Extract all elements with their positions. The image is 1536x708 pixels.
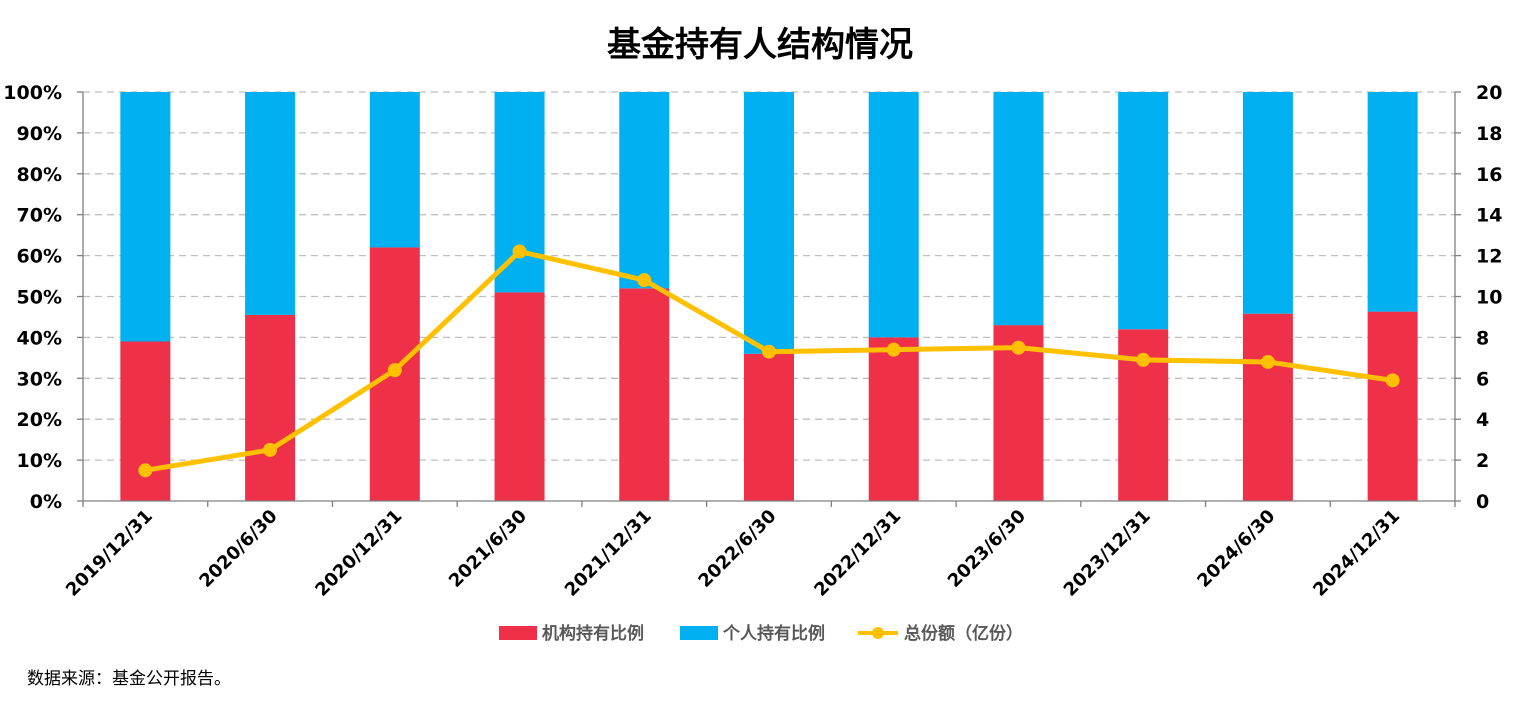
- institutional-bar: [1367, 311, 1418, 501]
- total-shares-point: [1260, 354, 1275, 369]
- left-tick-label: 0%: [30, 491, 62, 513]
- total-shares-point: [1011, 340, 1026, 355]
- left-tick-label: 30%: [17, 368, 62, 390]
- right-axis-ticks: 0 2 4 6 8 10 12 14 16 18 20: [1476, 82, 1502, 513]
- legend-label-institutional: 机构持有比例: [542, 623, 644, 644]
- right-tick-label: 8: [1476, 327, 1489, 349]
- legend-swatch-individual: [680, 626, 718, 640]
- x-tick-label: 2022/12/31: [810, 506, 905, 601]
- x-tick-label: 2020/12/31: [311, 506, 406, 601]
- institutional-bar: [868, 337, 919, 501]
- individual-bar: [369, 92, 420, 248]
- right-tick-label: 10: [1476, 287, 1502, 309]
- individual-bar: [868, 92, 919, 338]
- right-tick-label: 16: [1476, 164, 1502, 186]
- left-tick-label: 50%: [17, 287, 62, 309]
- left-tick-label: 100%: [3, 82, 62, 104]
- total-shares-point: [1136, 352, 1151, 367]
- x-tick-label: 2023/12/31: [1060, 506, 1155, 601]
- left-tick-label: 20%: [17, 409, 62, 431]
- x-tick-label: 2023/6/30: [944, 506, 1030, 592]
- left-axis-ticks: 0% 10% 20% 30% 40% 50% 60% 70% 80% 90% 100%: [3, 82, 62, 513]
- x-tick-label: 2022/6/30: [694, 506, 780, 592]
- left-tick-label: 90%: [17, 123, 62, 145]
- x-tick-label: 2024/12/31: [1309, 506, 1404, 601]
- x-axis-ticks: 2019/12/31 2020/6/30 2020/12/31 2021/6/30 20…: [62, 506, 1404, 601]
- legend-swatch-institutional: [499, 626, 537, 640]
- right-tick-label: 18: [1476, 123, 1502, 145]
- individual-bar: [619, 92, 670, 289]
- x-tick-label: 2019/12/31: [62, 506, 157, 601]
- individual-bar: [1367, 92, 1418, 312]
- left-tick-label: 80%: [17, 164, 62, 186]
- individual-bar: [744, 92, 794, 354]
- total-shares-point: [637, 273, 652, 288]
- legend: 机构持有比例 个人持有比例 总份额（亿份）: [499, 623, 1023, 644]
- source-note: 数据来源：基金公开报告。: [27, 669, 231, 689]
- legend-label-total: 总份额（亿份）: [904, 623, 1023, 644]
- right-tick-label: 4: [1476, 409, 1489, 431]
- total-shares-line: [138, 244, 1400, 478]
- right-tick-label: 14: [1476, 205, 1502, 227]
- right-tick-label: 12: [1476, 246, 1502, 268]
- legend-label-individual: 个人持有比例: [722, 623, 825, 644]
- total-shares-point: [1385, 373, 1400, 388]
- right-tick-label: 20: [1476, 82, 1502, 104]
- individual-bar: [1118, 92, 1169, 330]
- individual-bar: [1242, 92, 1293, 314]
- axes: [77, 91, 1461, 507]
- individual-bar: [494, 92, 545, 293]
- institutional-bar: [245, 314, 296, 501]
- right-tick-label: 0: [1476, 491, 1489, 513]
- left-tick-label: 40%: [17, 327, 62, 349]
- legend-swatch-total-marker: [872, 627, 884, 639]
- institutional-bar: [1242, 313, 1293, 501]
- individual-bar: [120, 92, 171, 342]
- x-tick-label: 2021/12/31: [561, 506, 656, 601]
- institutional-bar: [619, 288, 670, 501]
- left-tick-label: 70%: [17, 205, 62, 227]
- individual-bar: [993, 92, 1044, 326]
- right-tick-label: 2: [1476, 450, 1489, 472]
- individual-bar: [245, 92, 296, 315]
- total-shares-point: [886, 342, 901, 357]
- total-shares-point: [263, 442, 278, 457]
- institutional-bar: [494, 292, 545, 501]
- x-tick-label: 2020/6/30: [195, 506, 281, 592]
- left-tick-label: 10%: [17, 450, 62, 472]
- total-shares-point: [387, 363, 402, 378]
- right-tick-label: 6: [1476, 368, 1489, 390]
- x-tick-label: 2024/6/30: [1193, 506, 1279, 592]
- chart-title: 基金持有人结构情况: [607, 25, 913, 65]
- total-shares-point: [138, 463, 153, 478]
- total-shares-point: [762, 344, 776, 359]
- total-shares-point: [512, 244, 527, 259]
- x-tick-label: 2021/6/30: [445, 506, 531, 592]
- institutional-bar: [744, 353, 794, 501]
- left-tick-label: 60%: [17, 246, 62, 268]
